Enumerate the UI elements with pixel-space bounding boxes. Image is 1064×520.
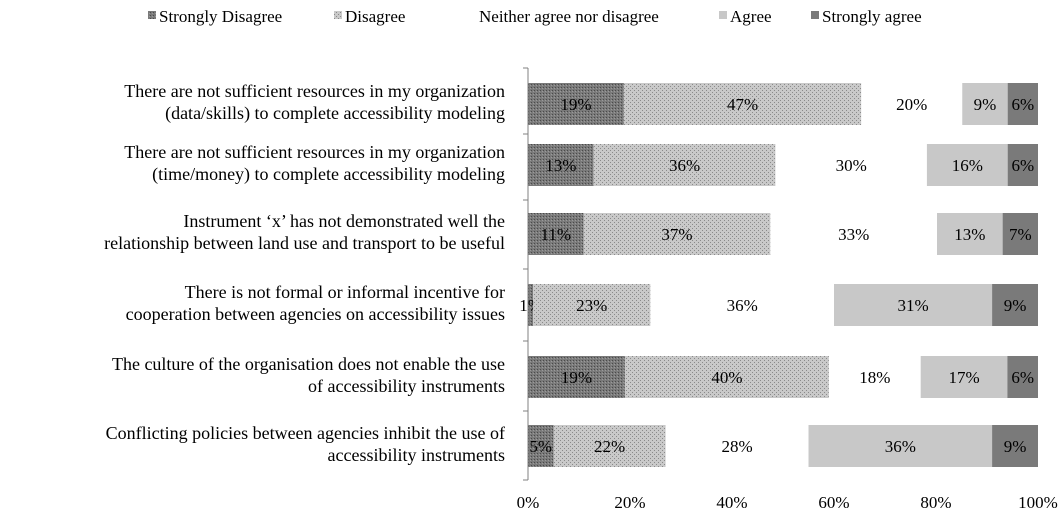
bar-disagree-row-2	[593, 144, 776, 186]
data-label-agree-row-6: 36%	[885, 437, 916, 456]
data-label-agree-row-2: 16%	[952, 156, 983, 175]
bar-agree-row-2	[926, 144, 1008, 186]
bar-neither-agree-nor-disagree-row-1	[861, 83, 963, 125]
category-label-3-line-2: relationship between land use and transp…	[104, 233, 505, 253]
data-label-neither-agree-nor-disagree-row-6: 28%	[722, 437, 753, 456]
data-label-strongly-disagree-row-5: 19%	[561, 368, 592, 387]
data-label-neither-agree-nor-disagree-row-2: 30%	[836, 156, 867, 175]
category-label-2-line-1: There are not sufficient resources in my…	[124, 142, 505, 162]
data-label-agree-row-5: 17%	[948, 368, 979, 387]
data-label-neither-agree-nor-disagree-row-4: 36%	[727, 296, 758, 315]
category-labels: There are not sufficient resources in my…	[104, 81, 505, 465]
bar-strongly-disagree-row-4	[528, 284, 534, 326]
legend-label-agree: Agree	[730, 7, 772, 26]
bar-strongly-agree-row-6	[992, 425, 1038, 467]
bar-neither-agree-nor-disagree-row-3	[770, 213, 938, 255]
x-tick-label-60pct: 60%	[818, 493, 849, 512]
bar-strongly-disagree-row-1	[528, 83, 624, 125]
x-tick-label-80pct: 80%	[920, 493, 951, 512]
bar-strongly-agree-row-4	[992, 284, 1038, 326]
legend-swatch-strongly-disagree	[148, 11, 156, 19]
bar-disagree-row-6	[553, 425, 666, 467]
category-label-4-line-2: cooperation between agencies on accessib…	[126, 304, 505, 324]
data-label-neither-agree-nor-disagree-row-5: 18%	[859, 368, 890, 387]
data-label-agree-row-1: 9%	[974, 95, 997, 114]
data-label-strongly-agree-row-5: 6%	[1011, 368, 1034, 387]
bar-agree-row-6	[808, 425, 993, 467]
bar-disagree-row-1	[623, 83, 862, 125]
data-label-strongly-agree-row-6: 9%	[1004, 437, 1027, 456]
category-label-3-line-1: Instrument ‘x’ has not demonstrated well…	[183, 211, 505, 231]
bar-strongly-disagree-row-3	[528, 213, 584, 255]
x-tick-label-0pct: 0%	[517, 493, 540, 512]
data-label-strongly-disagree-row-2: 13%	[545, 156, 576, 175]
bar-agree-row-1	[962, 83, 1008, 125]
bar-disagree-row-3	[583, 213, 771, 255]
data-label-disagree-row-4: 23%	[576, 296, 607, 315]
bar-strongly-disagree-row-2	[528, 144, 594, 186]
data-label-strongly-disagree-row-3: 11%	[541, 225, 572, 244]
data-label-disagree-row-5: 40%	[711, 368, 742, 387]
category-label-4-line-1: There is not formal or informal incentiv…	[185, 282, 505, 302]
bar-neither-agree-nor-disagree-row-6	[665, 425, 809, 467]
data-label-strongly-agree-row-2: 6%	[1012, 156, 1035, 175]
category-label-6-line-1: Conflicting policies between agencies in…	[106, 423, 505, 443]
bar-strongly-agree-row-5	[1007, 356, 1038, 398]
category-label-2-line-2: (time/money) to complete accessibility m…	[152, 164, 505, 185]
bar-strongly-disagree-row-6	[528, 425, 554, 467]
category-label-1-line-2: (data/skills) to complete accessibility …	[165, 103, 505, 124]
legend-swatch-strongly-agree	[811, 11, 819, 19]
legend-label-strongly-agree: Strongly agree	[822, 7, 922, 26]
bar-agree-row-5	[920, 356, 1008, 398]
data-label-strongly-agree-row-3: 7%	[1009, 225, 1032, 244]
legend-label-disagree: Disagree	[345, 7, 405, 26]
data-label-strongly-agree-row-1: 6%	[1012, 95, 1035, 114]
category-label-1-line-1: There are not sufficient resources in my…	[124, 81, 505, 101]
data-label-neither-agree-nor-disagree-row-3: 33%	[838, 225, 869, 244]
legend-label-neither-agree-nor-disagree: Neither agree nor disagree	[479, 7, 659, 26]
legend: Strongly Disagree Disagree Neither agree n…	[148, 7, 922, 26]
data-label-neither-agree-nor-disagree-row-1: 20%	[896, 95, 927, 114]
data-label-agree-row-3: 13%	[954, 225, 985, 244]
x-tick-label-20pct: 20%	[614, 493, 645, 512]
bar-agree-row-4	[834, 284, 993, 326]
legend-label-strongly-disagree: Strongly Disagree	[159, 7, 282, 26]
data-label-agree-row-4: 31%	[897, 296, 928, 315]
bar-strongly-agree-row-2	[1007, 144, 1038, 186]
x-tick-label-100pct: 100%	[1018, 493, 1058, 512]
data-label-strongly-disagree-row-1: 19%	[560, 95, 591, 114]
bar-agree-row-3	[937, 213, 1003, 255]
bars: 19% 47% 20% 9% 6% 13% 36% 30% 16% 6% 11% 37% 33% 13% 7…	[519, 83, 1038, 467]
category-label-5-line-1: The culture of the organisation does not…	[112, 354, 505, 374]
legend-swatch-disagree	[334, 11, 342, 19]
data-label-disagree-row-2: 36%	[669, 156, 700, 175]
bar-disagree-row-4	[533, 284, 651, 326]
data-label-strongly-disagree-row-6: 5%	[529, 437, 552, 456]
bar-neither-agree-nor-disagree-row-5	[828, 356, 921, 398]
bar-strongly-agree-row-3	[1002, 213, 1038, 255]
bar-disagree-row-5	[624, 356, 829, 398]
bar-neither-agree-nor-disagree-row-2	[775, 144, 927, 186]
data-label-disagree-row-3: 37%	[661, 225, 692, 244]
category-label-6-line-2: accessibility instruments	[328, 445, 505, 465]
category-label-5-line-2: of accessibility instruments	[308, 376, 505, 396]
x-axis: 0% 20% 40% 60% 80% 100%	[517, 67, 1058, 512]
legend-swatch-agree	[719, 11, 727, 19]
data-label-disagree-row-6: 22%	[594, 437, 625, 456]
bar-strongly-agree-row-1	[1007, 83, 1038, 125]
data-label-strongly-agree-row-4: 9%	[1004, 296, 1027, 315]
bar-strongly-disagree-row-5	[528, 356, 625, 398]
bar-neither-agree-nor-disagree-row-4	[650, 284, 834, 326]
data-label-disagree-row-1: 47%	[727, 95, 758, 114]
x-tick-label-40pct: 40%	[716, 493, 747, 512]
